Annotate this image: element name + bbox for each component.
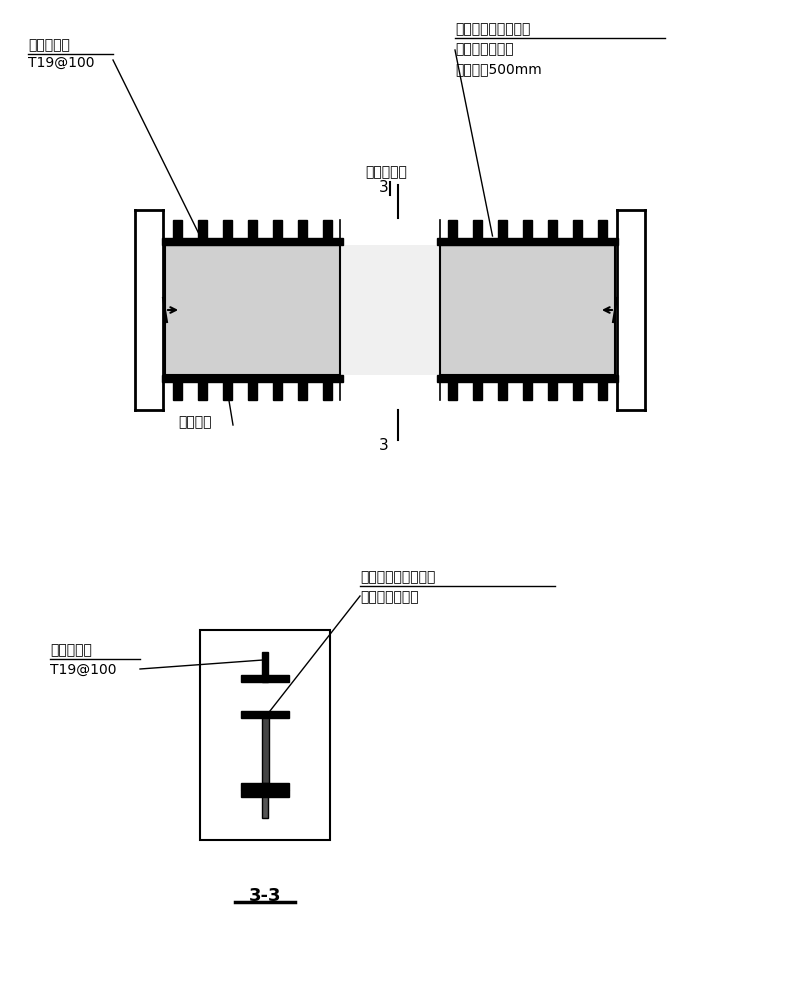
Bar bbox=[241, 782, 289, 790]
Bar bbox=[273, 220, 282, 238]
Text: 3-3: 3-3 bbox=[249, 887, 281, 905]
Bar bbox=[248, 382, 257, 400]
Text: 伸入板児500mm: 伸入板児500mm bbox=[455, 62, 542, 76]
Text: 圆柱头焊钉: 圆柱头焊钉 bbox=[50, 643, 92, 657]
Bar bbox=[198, 220, 207, 238]
Text: 圆柱头焊钉: 圆柱头焊钉 bbox=[28, 38, 70, 52]
Bar bbox=[223, 382, 232, 400]
Bar bbox=[498, 220, 507, 238]
Bar bbox=[198, 382, 207, 400]
Text: 3: 3 bbox=[379, 180, 389, 194]
Bar bbox=[598, 382, 607, 400]
Bar bbox=[473, 220, 482, 238]
Bar bbox=[440, 245, 615, 375]
Bar bbox=[262, 652, 268, 682]
Bar bbox=[173, 382, 182, 400]
Text: Т19@100: Т19@100 bbox=[28, 56, 95, 70]
Bar bbox=[248, 220, 257, 238]
Bar bbox=[165, 245, 340, 375]
Bar bbox=[323, 382, 332, 400]
Bar bbox=[298, 220, 307, 238]
Bar bbox=[261, 718, 269, 782]
Bar bbox=[340, 245, 440, 375]
Bar bbox=[548, 220, 557, 238]
Bar bbox=[548, 382, 557, 400]
Text: 底板钉筋: 底板钉筋 bbox=[178, 415, 212, 429]
Bar bbox=[173, 220, 182, 238]
Bar bbox=[598, 220, 607, 238]
Text: 3: 3 bbox=[379, 438, 389, 452]
Text: 热扎普通工字钑: 热扎普通工字钑 bbox=[455, 42, 514, 56]
Bar bbox=[573, 220, 582, 238]
Bar bbox=[523, 220, 532, 238]
Bar bbox=[323, 220, 332, 238]
Bar bbox=[473, 382, 482, 400]
Bar bbox=[298, 382, 307, 400]
Text: 热扎普通工字钑: 热扎普通工字钑 bbox=[360, 590, 419, 604]
Bar bbox=[523, 382, 532, 400]
Bar bbox=[241, 710, 289, 718]
Bar bbox=[448, 220, 457, 238]
Text: 楼板后浇带传力型钑: 楼板后浇带传力型钑 bbox=[360, 570, 435, 584]
Bar bbox=[273, 382, 282, 400]
Bar bbox=[498, 382, 507, 400]
Bar bbox=[262, 790, 268, 818]
Bar bbox=[241, 675, 289, 682]
Text: Т19@100: Т19@100 bbox=[50, 663, 116, 677]
Bar bbox=[200, 630, 330, 840]
Text: 后浇带宽度: 后浇带宽度 bbox=[365, 165, 407, 179]
Text: 底板后浇带传力型钑: 底板后浇带传力型钑 bbox=[455, 22, 530, 36]
Bar bbox=[448, 382, 457, 400]
Bar bbox=[573, 382, 582, 400]
Bar bbox=[223, 220, 232, 238]
Bar bbox=[437, 375, 618, 382]
Bar bbox=[162, 375, 343, 382]
Bar bbox=[437, 238, 618, 245]
Bar bbox=[162, 238, 343, 245]
Bar bbox=[241, 790, 289, 796]
